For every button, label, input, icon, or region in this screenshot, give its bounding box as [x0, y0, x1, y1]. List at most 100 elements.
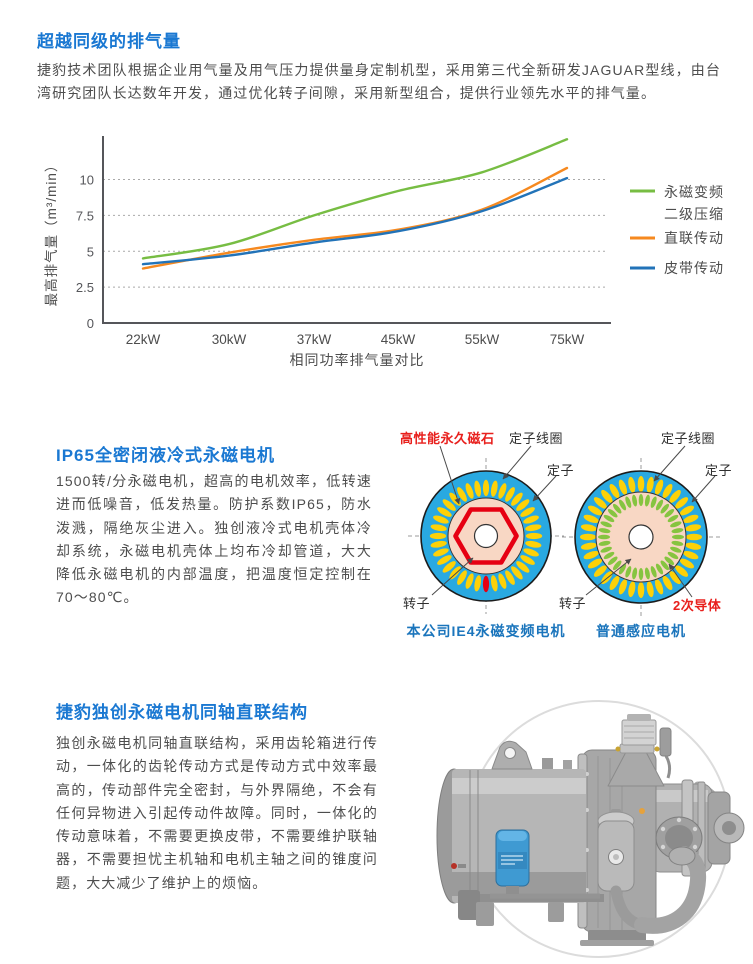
coil-slot [660, 560, 670, 571]
coil-slot [672, 534, 684, 540]
coil-slot [618, 479, 628, 495]
coil-slot [683, 550, 699, 560]
coil-slot [609, 575, 620, 591]
coil-slot [525, 532, 543, 540]
series-line-皮带传动 [141, 176, 569, 266]
coil-slot [580, 524, 597, 532]
label-magnet: 高性能永久磁石 [400, 431, 495, 446]
section-body-motor: 1500转/分永磁电机，超高的电机效率，低转速进而低噪音，低发热量。防护系数IP… [56, 473, 372, 606]
coil-slot [683, 514, 699, 524]
coil-slot [430, 524, 447, 532]
coil-slot [587, 505, 603, 516]
coil-slot [601, 489, 613, 503]
x-tick-label: 75kW [550, 332, 585, 347]
coil-slot [442, 561, 456, 573]
coil-slot [474, 480, 482, 497]
motor-cross-section-diagrams: 高性能永久磁石 定子线圈 定子 转子 定子线圈 定子 转子 2次导体 本公司IE… [390, 425, 753, 640]
coil-slot [628, 581, 636, 598]
compressor-photo-svg [436, 700, 745, 958]
permanent-magnet [453, 507, 473, 538]
coil-slot [679, 505, 695, 516]
label-stator-right: 定子 [705, 463, 733, 478]
coil-slot [505, 487, 515, 502]
coil-slot [523, 548, 539, 557]
coil-slot [482, 575, 490, 593]
coil-slot [583, 514, 599, 524]
section-body-drive: 独创永磁电机同轴直联结构，采用齿轮箱进行传动，一体化的齿轮传动方式是传动方式中效… [56, 735, 378, 891]
y-tick-label: 0 [87, 316, 94, 331]
leader-line [502, 445, 532, 480]
coil-slot [650, 566, 657, 578]
coil-slot [525, 540, 542, 548]
coil-slot [644, 494, 650, 507]
coil-slot [457, 570, 467, 585]
coil-slot [625, 566, 632, 578]
leader-line [668, 563, 693, 598]
coil-slot [679, 558, 695, 569]
coil-slot [671, 540, 684, 546]
label-rotor-left: 转子 [403, 596, 431, 611]
leader-line [585, 558, 632, 596]
coil-slot [482, 479, 490, 497]
coil-slot [664, 556, 675, 566]
coil-slot [580, 533, 596, 541]
coil-slot [433, 515, 449, 524]
coil-slot [686, 533, 702, 541]
coil-slot [609, 483, 620, 499]
label-secondary-conductor: 2次导体 [673, 598, 722, 613]
compressor-machine [436, 714, 745, 946]
coil-slot [505, 570, 515, 585]
coil-slot [612, 503, 622, 514]
coil-slot [603, 551, 615, 560]
motor-diagram-svg [408, 445, 720, 616]
coil-slot [670, 521, 682, 528]
coil-slot [598, 528, 611, 534]
coil-slot [685, 524, 702, 532]
coil-slot [516, 561, 530, 573]
coil-slot [685, 542, 702, 550]
coil-slot [603, 514, 615, 523]
x-tick-label: 37kW [297, 332, 332, 347]
coil-slot [625, 496, 632, 508]
series-line-直联传动 [141, 166, 569, 270]
coil-slot [646, 581, 654, 598]
coil-slot [632, 494, 638, 507]
coil-slot [490, 480, 498, 497]
coil-slot [598, 540, 611, 546]
coil-slot [644, 567, 650, 580]
permanent-magnet [469, 560, 503, 565]
coil-slot [637, 476, 645, 492]
coil-slot [612, 560, 622, 571]
coil-slot [628, 476, 636, 493]
coil-slot [638, 494, 644, 506]
coil-slot [583, 550, 599, 560]
coil-slot [593, 565, 607, 577]
chart-ylabel: 最高排气量（m³/min） [43, 158, 59, 307]
coil-slot [660, 503, 670, 514]
coil-slot [511, 566, 523, 580]
flow-comparison-chart: 0 2.5 5 7.5 10 22kW 30kW 37kW 45kW 55kW 75kW 相同功率排气… [20, 122, 733, 370]
coil-slot [511, 492, 523, 506]
coil-slot [655, 499, 664, 511]
legend-label: 永磁变频 [664, 184, 724, 200]
coil-slot [587, 558, 603, 569]
coil-slot [525, 524, 542, 532]
label-stator-left: 定子 [547, 463, 575, 478]
coil-slot [655, 563, 664, 575]
coil-slot [498, 573, 507, 589]
section-body-exhaust: 捷豹技术团队根据企业用气量及用气压力提供量身定制机型，采用第三代全新研发JAGU… [37, 62, 721, 102]
label-stator-coil-left: 定子线圈 [509, 431, 564, 446]
section-title-exhaust: 超越同级的排气量 [37, 32, 181, 51]
coil-slot [433, 548, 449, 557]
leader-line [691, 475, 716, 503]
x-tick-label: 30kW [212, 332, 247, 347]
y-tick-label: 7.5 [76, 208, 94, 223]
section-title-drive: 捷豹独创永磁电机同轴直联结构 [56, 703, 308, 722]
coil-slot [465, 573, 474, 589]
coil-slot [520, 555, 535, 565]
coil-slot [637, 582, 645, 598]
permanent-magnet [453, 534, 473, 565]
x-tick-label: 45kW [381, 332, 416, 347]
coil-slot [662, 483, 673, 499]
coil-slot [669, 489, 681, 503]
